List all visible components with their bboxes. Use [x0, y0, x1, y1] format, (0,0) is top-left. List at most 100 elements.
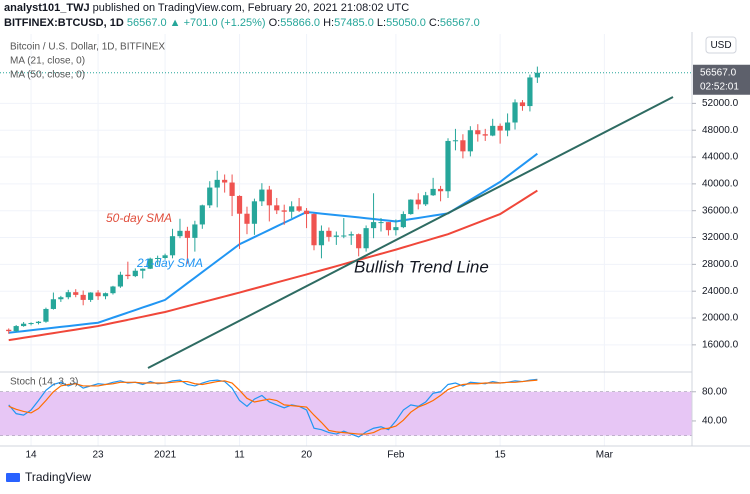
y-tick-label: 16000.0 [702, 339, 739, 350]
candle-body [519, 102, 526, 107]
x-tick-label: 23 [93, 450, 105, 461]
currency[interactable]: USD [710, 40, 731, 51]
candle-body [184, 230, 191, 238]
y-tick-label: 40000.0 [702, 179, 739, 190]
candle-body [504, 122, 511, 131]
header-bg [0, 0, 750, 32]
l-label: L: [377, 17, 386, 29]
h-value: 57485.0 [334, 17, 374, 29]
currency-button[interactable] [705, 36, 737, 54]
candle-body [534, 72, 540, 78]
legend-symbol: Bitcoin / U.S. Dollar, 1D, BITFINEX [10, 42, 165, 53]
candle-body [341, 235, 347, 237]
logo-text: TradingView [25, 470, 91, 484]
x-tick-label: 2021 [154, 450, 177, 461]
legend-ma50: MA (50, close, 0) [10, 70, 85, 81]
candle-body [318, 230, 325, 246]
stoch-band [0, 391, 692, 436]
candle-body [88, 292, 94, 300]
x-tick-label: 15 [495, 450, 507, 461]
candle-body [35, 321, 42, 324]
y-tick-label: 44000.0 [702, 152, 739, 163]
candle-body [452, 140, 459, 142]
candle-body [430, 188, 436, 196]
candle-body [236, 195, 243, 214]
candle-body [408, 199, 414, 215]
candle-body [259, 189, 265, 202]
header-line1: analyst101_TWJ published on TradingView.… [4, 2, 409, 14]
header-line2: BITFINEX:BTCUSD, 1D 56567.0 ▲ +701.0 (+1… [4, 17, 480, 29]
candle-body [482, 134, 488, 136]
y-tick-label: 36000.0 [702, 205, 739, 216]
candle-body [214, 179, 220, 188]
candle-body [244, 213, 250, 224]
candle-body [497, 125, 503, 131]
candle-body [73, 292, 79, 295]
candle-body [311, 214, 317, 246]
candle-body [229, 182, 235, 196]
candle-body [147, 258, 153, 269]
candle-body [512, 102, 518, 123]
candle-body [266, 189, 272, 206]
y-tick-label: 80.00 [702, 386, 727, 397]
candle-body [102, 293, 109, 297]
candle-body [281, 210, 287, 212]
line [8, 379, 538, 435]
x-tick-label: 20 [301, 450, 313, 461]
candle-body [80, 294, 86, 300]
candle-body [527, 77, 533, 107]
candle-body [28, 323, 34, 325]
candle-body [65, 292, 71, 298]
candle-body [207, 187, 213, 206]
last: 56567.0 [127, 17, 167, 29]
x-tick-label: 14 [25, 450, 37, 461]
candle-body [95, 292, 101, 297]
author: analyst101_TWJ [4, 2, 90, 14]
x-tick-label: 11 [234, 450, 245, 461]
candle-body [348, 234, 354, 236]
h-label: H: [323, 17, 334, 29]
candle-body [251, 201, 258, 224]
y-tick-label: 48000.0 [702, 125, 739, 136]
legend-ma21: MA (21, close, 0) [10, 56, 85, 67]
trend-line [147, 96, 674, 369]
candle-body [50, 299, 57, 309]
candle-body [13, 326, 19, 332]
ma21-label: 21-day SMA [136, 256, 203, 270]
candle-body [437, 188, 444, 192]
change: ▲ +701.0 (+1.25%) [170, 17, 266, 29]
candle-body [110, 286, 116, 294]
candle-body [378, 222, 384, 224]
candle-body [155, 257, 161, 259]
c-label: C: [429, 17, 440, 29]
candle-body [6, 329, 12, 332]
candle-body [169, 236, 176, 256]
y-tick-label: 28000.0 [702, 259, 739, 270]
logo: TradingView [6, 470, 91, 484]
candle-body [356, 234, 362, 249]
y-tick-label: 40.00 [702, 416, 727, 427]
o-value: 55866.0 [280, 17, 320, 29]
candle-body [274, 205, 280, 211]
candle-body [303, 210, 310, 215]
price-label: 56567.0 [700, 67, 737, 78]
candle-body [21, 323, 27, 327]
price-label-bg [693, 64, 750, 95]
published: published on TradingView.com, February 2… [93, 2, 410, 14]
candle-body [385, 222, 392, 231]
y-tick-label: 52000.0 [702, 98, 739, 109]
candle-body [475, 130, 481, 135]
candle-body [393, 227, 399, 231]
logo-icon [6, 473, 20, 482]
line [8, 378, 538, 438]
candle-body [326, 230, 332, 237]
candle-body [43, 308, 49, 322]
x-tick-label: Feb [387, 450, 405, 461]
y-tick-label: 20000.0 [702, 313, 739, 324]
candle-body [222, 179, 228, 183]
candle-body [125, 274, 131, 277]
candle-body [333, 235, 339, 237]
stoch-title: Stoch (14, 3, 3) [10, 377, 78, 388]
candle-body [400, 214, 406, 228]
